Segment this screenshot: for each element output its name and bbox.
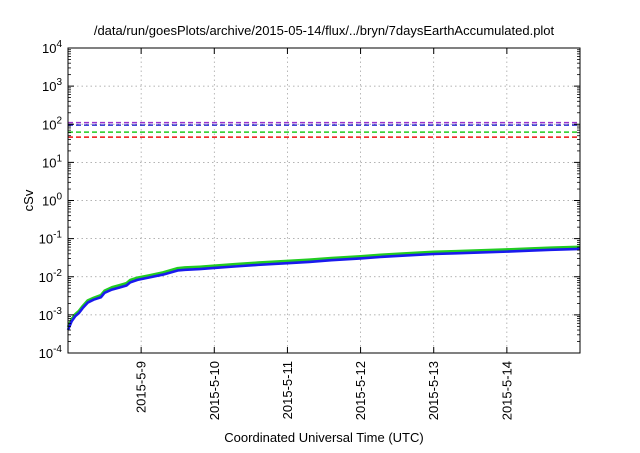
axis-layer: 10-4 10-3 10-2 10-1 100 101 102 103 104 2015-5-9 2… (39, 39, 581, 420)
x-tick-label: 2015-5-11 (280, 361, 295, 419)
x-tick-label: 2015-5-14 (499, 361, 514, 420)
x-tick-label: 2015-5-12 (353, 361, 368, 420)
x-tick-label: 2015-5-13 (426, 361, 441, 420)
chart-title: /data/run/goesPlots/archive/2015-05-14/f… (94, 23, 555, 38)
x-tick-label: 2015-5-10 (207, 361, 222, 420)
series-line-1 (66, 247, 581, 331)
series-layer (66, 245, 581, 331)
x-tick-label: 2015-5-9 (134, 361, 149, 413)
threshold-layer (68, 121, 580, 138)
y-tick-label: 10-3 (39, 306, 63, 323)
y-tick-label: 10-2 (39, 268, 63, 285)
y-tick-label: 10-4 (39, 344, 63, 361)
y-tick-label: 104 (42, 39, 62, 56)
y-tick-label: 102 (42, 115, 62, 132)
y-tick-label: 103 (42, 77, 62, 94)
y-tick-label: 10-1 (39, 230, 63, 247)
y-tick-label: 100 (42, 192, 62, 209)
series-line-0 (66, 245, 581, 328)
grid-layer (68, 48, 580, 353)
y-axis-label: cSv (21, 189, 36, 211)
y-tick-label: 101 (42, 153, 62, 170)
x-axis-label: Coordinated Universal Time (UTC) (224, 430, 423, 445)
